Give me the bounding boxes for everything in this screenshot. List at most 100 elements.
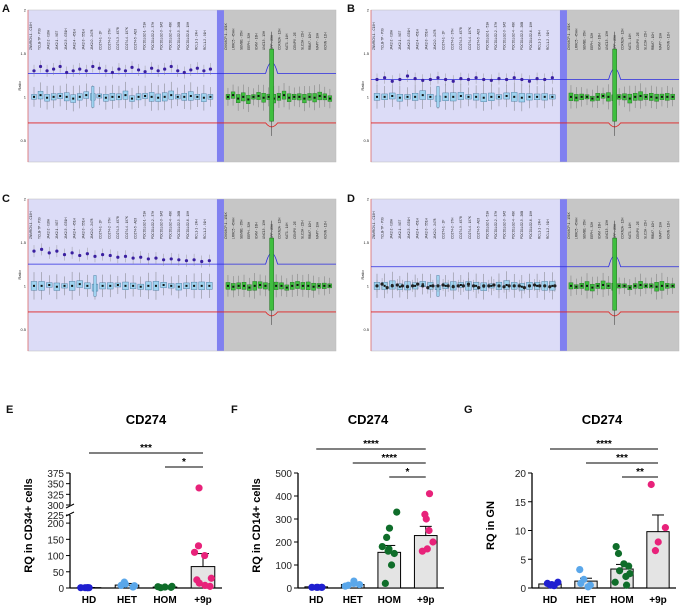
reference-median — [257, 94, 260, 97]
data-point — [190, 548, 199, 556]
y-tick-label: 300 — [275, 515, 292, 526]
probe-median — [40, 284, 43, 287]
probe-median — [459, 283, 462, 286]
reference-region-background — [565, 199, 679, 351]
data-point — [201, 551, 209, 560]
data-point — [130, 582, 139, 590]
probe-label: ICAM - 18H — [598, 222, 602, 239]
ratio-dot — [461, 284, 465, 288]
data-point — [620, 560, 628, 568]
data-point — [586, 581, 594, 589]
significance-label: **** — [381, 453, 397, 464]
probe-median — [202, 96, 205, 99]
ratio-dot — [428, 77, 432, 82]
probe-median — [185, 284, 188, 287]
significance-label: * — [406, 467, 410, 478]
y-tick-label: 1 — [24, 94, 27, 99]
significance-label: * — [182, 457, 186, 468]
reference-median — [267, 95, 270, 98]
probe-label: LRRC5 - 45HH — [575, 217, 579, 239]
reference-median — [580, 284, 583, 287]
ratio-dot — [375, 77, 379, 82]
probe-label: SEMB1 - 35H — [582, 30, 586, 50]
probe-median — [52, 95, 55, 98]
probe-median — [520, 285, 523, 288]
data-point — [622, 581, 631, 589]
probe-label: CENPV - 2E — [293, 32, 297, 50]
y-tick-label: 1.5 — [20, 51, 26, 56]
probe-label: SLC2A - 22H — [643, 31, 647, 50]
probe-label: EEPH - 32H — [247, 32, 251, 50]
reference-median — [308, 95, 311, 98]
probe-median — [376, 95, 378, 98]
probe-label: JAK2-1 - 9G7 — [55, 30, 59, 50]
probe-label: CKKMCP-1 - 151K — [224, 211, 228, 239]
probe-label: KCNN - 12H — [666, 32, 670, 50]
chart-title: CD274 — [582, 412, 623, 427]
reference-median — [596, 95, 599, 98]
reference-median — [660, 284, 663, 287]
reference-median — [264, 284, 267, 287]
probe-median — [196, 95, 199, 98]
probe-label: CDKN2A - 12H — [620, 217, 624, 239]
probe-label: JAK2-5 - G51H — [407, 28, 411, 50]
probe-label: JAK2-5 - G51H — [64, 217, 68, 239]
chart-title: CD274 — [348, 412, 389, 427]
probe-label: JAK2-1 - 9G7 — [55, 219, 59, 239]
data-point — [615, 567, 624, 575]
probe-label: RBM7 - 10H — [651, 221, 655, 239]
ratio-dot — [58, 64, 62, 69]
reference-median — [602, 283, 605, 286]
reference-median — [644, 284, 647, 287]
data-point — [194, 542, 203, 550]
probe-box-highlight — [93, 275, 97, 297]
probe-median — [86, 284, 89, 287]
probe-label: CD274-2 - 37H — [107, 28, 111, 50]
reference-median — [298, 95, 301, 98]
y-tick-label: 1 — [367, 94, 370, 99]
y-tick-label: 0 — [286, 584, 292, 595]
ratio-dot — [139, 255, 143, 259]
ratio-dot — [502, 285, 506, 289]
y-tick-label: 0 — [520, 584, 526, 595]
probe-label: KAT1 - 14H — [285, 33, 289, 50]
reference-median — [293, 95, 296, 98]
ratio-dot — [466, 77, 471, 82]
reference-median — [301, 284, 304, 287]
probe-label: PDCD1LG2-5 - 26B — [520, 22, 524, 50]
probe-median — [475, 95, 478, 98]
probe-median — [490, 284, 493, 287]
reference-median — [313, 96, 316, 99]
reference-median — [623, 95, 626, 98]
ratio-dot — [477, 285, 481, 290]
ratio-dot — [398, 77, 402, 82]
y-tick-label: 1.5 — [363, 51, 369, 56]
data-point — [651, 547, 660, 555]
ratio-dot — [522, 285, 526, 290]
reference-box-spike — [269, 237, 274, 311]
probe-median — [48, 283, 51, 286]
probe-median — [193, 284, 196, 287]
probe-label: EEPH - 32H — [590, 221, 594, 239]
ratio-dot — [380, 282, 384, 286]
probe-label: EEPH - 32H — [590, 32, 594, 50]
ratio-dot — [436, 76, 440, 80]
probe-median — [39, 94, 42, 97]
probe-median — [444, 95, 447, 98]
ratio-dot — [117, 67, 121, 71]
data-point — [554, 578, 562, 586]
ratio-dot — [444, 77, 448, 82]
probe-label: CD274-2 - 37H — [450, 28, 454, 50]
probe-label: RCL1-2 - 91H — [546, 30, 550, 50]
probe-median — [189, 94, 192, 97]
panel-letter: B — [347, 3, 355, 15]
probe-label: TCLB-TP - P39 — [381, 217, 385, 239]
y-axis-label: Ratio — [360, 270, 365, 280]
reference-box-spike — [269, 48, 274, 122]
bar — [377, 551, 402, 589]
y-tick-label: 100 — [47, 552, 64, 563]
probe-label: CD274-5 - A03 — [477, 29, 481, 50]
data-point — [425, 526, 433, 535]
y-tick-label: 1.5 — [363, 240, 369, 245]
probe-label: JAK2-5 - G51H — [407, 217, 411, 239]
